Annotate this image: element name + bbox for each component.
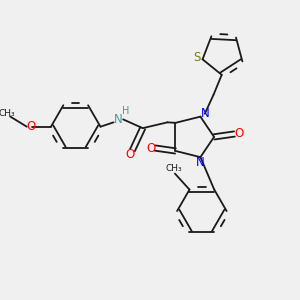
Text: S: S bbox=[193, 51, 200, 64]
Text: CH₃: CH₃ bbox=[0, 109, 16, 118]
Text: O: O bbox=[234, 128, 244, 140]
Text: CH₃: CH₃ bbox=[165, 164, 182, 173]
Text: N: N bbox=[114, 113, 122, 126]
Text: O: O bbox=[146, 142, 155, 154]
Text: N: N bbox=[196, 156, 205, 169]
Text: O: O bbox=[26, 120, 35, 133]
Text: O: O bbox=[126, 148, 135, 161]
Text: H: H bbox=[122, 106, 129, 116]
Text: N: N bbox=[201, 107, 210, 120]
